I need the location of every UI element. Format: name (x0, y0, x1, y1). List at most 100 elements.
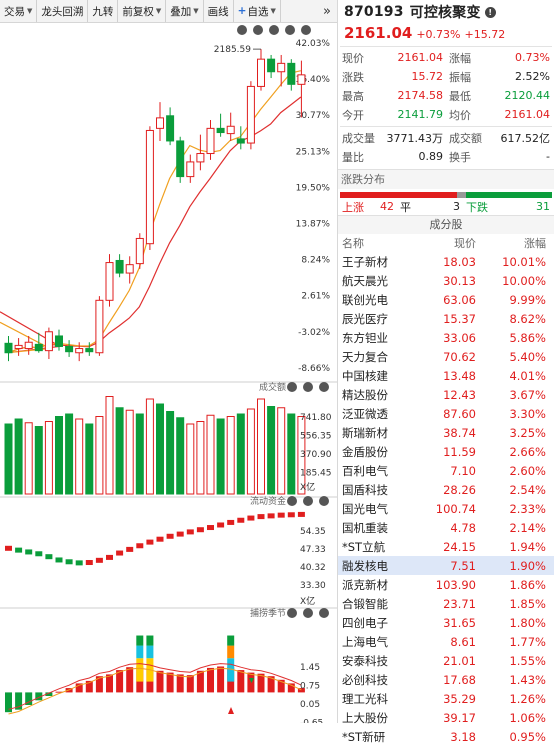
quote-label: 量比 (342, 150, 364, 164)
toolbar-item[interactable]: + 自选 ▼ (234, 0, 281, 22)
quote-label: 成交额 (449, 131, 482, 145)
constituent-row[interactable]: 金盾股份 11.59 2.66% (338, 442, 554, 461)
change-pct: +0.73% (416, 28, 461, 41)
season-bar (116, 670, 124, 693)
stock-price: 17.68 (443, 672, 476, 687)
constituent-row[interactable]: 辰光医疗 15.37 8.62% (338, 309, 554, 328)
distribution-title: 涨跌分布 (338, 169, 554, 189)
constituent-row[interactable]: *ST新研 3.18 0.95% (338, 727, 554, 746)
volume-bar (216, 418, 225, 495)
flow-bar (166, 533, 174, 539)
quote-row: 最高 2174.58 最低 2120.44 (338, 86, 554, 105)
season-axis-label: 0.05 (300, 700, 320, 710)
quote-value: 2174.58 (397, 89, 444, 102)
constituent-row[interactable]: 斯瑞新材 38.74 3.25% (338, 423, 554, 442)
quote-value: 617.52亿 (500, 131, 551, 145)
constituent-row[interactable]: 派克新材 103.90 1.86% (338, 575, 554, 594)
toolbar-item[interactable]: 画线 (204, 0, 234, 22)
volume-bar (176, 417, 185, 495)
season-highlight-block (136, 658, 144, 682)
stock-change: 2.33% (509, 501, 546, 516)
volume-bar (246, 408, 255, 495)
stock-name: 派克新材 (342, 577, 388, 592)
constituent-row[interactable]: 合锻智能 23.71 1.85% (338, 594, 554, 613)
price-axis-label: 2.61% (301, 292, 330, 302)
flow-bar (35, 551, 43, 557)
more-icon[interactable]: » (323, 3, 331, 19)
toolbar-item[interactable]: 前复权 ▼ (118, 0, 167, 22)
stock-name: 国机重装 (342, 520, 388, 535)
constituent-row[interactable]: 四创电子 31.65 1.80% (338, 613, 554, 632)
stock-change: 1.55% (509, 653, 546, 668)
constituent-row[interactable]: 王子新材 18.03 10.01% (338, 252, 554, 271)
season-bar (85, 680, 93, 693)
constituent-row[interactable]: 联创光电 63.06 9.99% (338, 290, 554, 309)
info-icon[interactable]: ! (484, 6, 496, 18)
quote-label: 最高 (342, 89, 364, 103)
price-axis-label: 13.87% (296, 220, 331, 230)
stock-change: 5.40% (509, 349, 546, 364)
stock-price: 38.74 (443, 425, 476, 440)
up-count: 42 (380, 200, 394, 213)
candle-body (287, 62, 296, 85)
stock-name: 安泰科技 (342, 653, 388, 668)
stock-name: 融发核电 (342, 558, 388, 573)
season-bar (207, 667, 214, 693)
toolbar-item[interactable]: 交易 ▼ (0, 0, 38, 22)
season-bar (257, 673, 265, 693)
constituent-row[interactable]: 国机重装 4.78 2.14% (338, 518, 554, 537)
volume-bar (145, 398, 154, 495)
toolbar-item[interactable]: 叠加 ▼ (166, 0, 204, 22)
constituent-row[interactable]: *ST立航 24.15 1.94% (338, 537, 554, 556)
last-price: 2161.04 (344, 24, 413, 42)
chart-canvas[interactable]: 42.03% 36.40% 30.77% 25.13% 19.50% 13.87% 8.24… (0, 22, 337, 723)
constituent-row[interactable]: 融发核电 7.51 1.90% (338, 556, 554, 575)
constituent-row[interactable]: 上大股份 39.17 1.06% (338, 708, 554, 727)
toolbar-item[interactable]: 九转 (88, 0, 119, 22)
constituent-row[interactable]: 百利电气 7.10 2.60% (338, 461, 554, 480)
col-price[interactable]: 现价 (454, 237, 476, 250)
price-axis-label: -3.02% (298, 328, 330, 338)
candle-body (145, 129, 154, 245)
col-name[interactable]: 名称 (342, 237, 364, 250)
flat-count: 3 (453, 200, 460, 213)
toolbar-item[interactable]: 龙头回溯 (37, 0, 89, 22)
constituents-header: 名称 现价 涨幅 (338, 234, 554, 252)
season-highlight-block (227, 658, 235, 682)
stock-price: 103.90 (435, 577, 476, 592)
stock-price: 87.60 (443, 406, 476, 421)
stock-price: 23.71 (443, 596, 476, 611)
constituent-row[interactable]: 国光电气 100.74 2.33% (338, 499, 554, 518)
season-bar (267, 676, 275, 693)
constituent-row[interactable]: 上海电气 8.61 1.77% (338, 632, 554, 651)
gear-icon (287, 496, 297, 506)
stock-change: 10.01% (502, 254, 546, 269)
volume-bar (115, 407, 124, 495)
constituent-row[interactable]: 泛亚微透 87.60 3.30% (338, 404, 554, 423)
constituent-row[interactable]: 必创科技 17.68 1.43% (338, 670, 554, 689)
constituent-row[interactable]: 中国核建 13.48 4.01% (338, 366, 554, 385)
constituent-row[interactable]: 东方钽业 33.06 5.86% (338, 328, 554, 347)
col-change[interactable]: 涨幅 (524, 237, 546, 250)
candle-body (156, 117, 164, 129)
stock-change: 10.00% (502, 273, 546, 288)
close-icon (319, 608, 329, 618)
stock-price: 28.26 (443, 482, 476, 497)
constituent-row[interactable]: 安泰科技 21.01 1.55% (338, 651, 554, 670)
quote-row: 今开 2141.79 均价 2161.04 (338, 105, 554, 124)
constituent-row[interactable]: 国盾科技 28.26 2.54% (338, 480, 554, 499)
stock-name: 王子新材 (342, 254, 388, 269)
quote-label: 均价 (449, 108, 471, 122)
flat-label: 平 (400, 200, 411, 214)
toolbar-item-label: 前复权 (122, 5, 154, 18)
constituent-row[interactable]: 理工光科 35.29 1.26% (338, 689, 554, 708)
stock-name: *ST新研 (342, 729, 386, 744)
constituent-row[interactable]: 精达股份 12.43 3.67% (338, 385, 554, 404)
constituent-row[interactable]: 航天晨光 30.13 10.00% (338, 271, 554, 290)
constituent-row[interactable]: 天力复合 70.62 5.40% (338, 347, 554, 366)
chart-area[interactable]: 交易 ▼ 龙头回溯 九转 前复权 ▼ 叠加 ▼ 画线 + 自选 ▼ » 42.03% 36.40% 30.7… (0, 0, 338, 723)
flow-axis-label: 54.35 (300, 527, 326, 537)
stock-change: 0.95% (509, 729, 546, 744)
season-highlight-block (227, 645, 235, 659)
volume-bar (14, 418, 23, 495)
